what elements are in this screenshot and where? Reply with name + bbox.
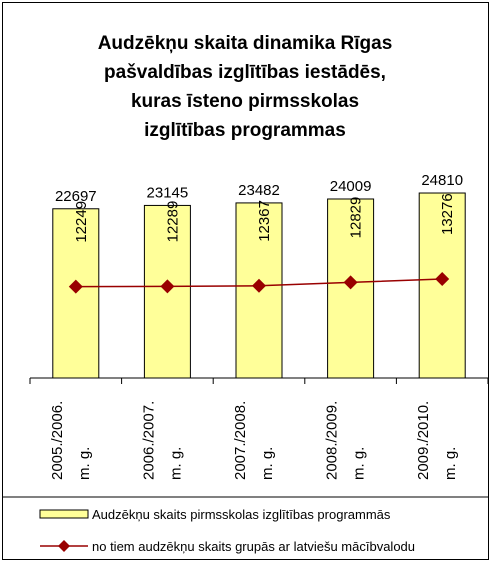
line-value-label: 12289 — [164, 201, 181, 243]
legend-swatch — [39, 509, 89, 519]
chart-title: Audzēkņu skaita dinamika Rīgas — [98, 33, 393, 54]
line-marker — [252, 278, 266, 293]
bar-value-label: 24810 — [421, 172, 463, 189]
line-value-label: 12367 — [256, 200, 273, 242]
x-tick-label: 2005./2006. — [49, 401, 66, 480]
line-value-label: 12829 — [348, 197, 365, 239]
bar-value-label: 23482 — [238, 182, 280, 199]
bar-value-label: 24009 — [330, 178, 372, 195]
line-marker — [343, 275, 358, 290]
bar-value-label: 23145 — [147, 184, 189, 201]
x-tick-label: m. g. — [259, 447, 276, 480]
x-tick-label: 2007./2008. — [232, 401, 249, 480]
line-marker — [68, 279, 83, 294]
x-tick-label: m. g. — [76, 447, 93, 480]
x-tick-label: 2008./2009. — [324, 401, 341, 480]
line-value-label: 13276 — [439, 193, 456, 235]
x-tick-label: 2009./2010. — [415, 401, 432, 480]
chart-title: pašvaldības izglītības iestādēs, — [104, 62, 386, 83]
x-tick-label: m. g. — [167, 447, 184, 480]
line-marker — [435, 272, 450, 287]
legend-label: Audzēkņu skaits pirmsskolas izglītības p… — [92, 507, 391, 522]
legend-label: no tiem audzēkņu skaits grupās ar latvie… — [92, 539, 415, 554]
line-value-label: 12249 — [73, 201, 90, 243]
x-tick-label: 2006./2007. — [140, 401, 157, 480]
chart-title: izglītības programmas — [144, 120, 346, 141]
x-tick-label: m. g. — [442, 447, 459, 480]
chart-title: kuras īsteno pirmsskolas — [131, 91, 359, 112]
line-marker — [160, 279, 175, 294]
bar-value-label: 22697 — [55, 188, 97, 205]
legend-marker — [58, 540, 70, 552]
x-tick-label: m. g. — [351, 447, 368, 480]
